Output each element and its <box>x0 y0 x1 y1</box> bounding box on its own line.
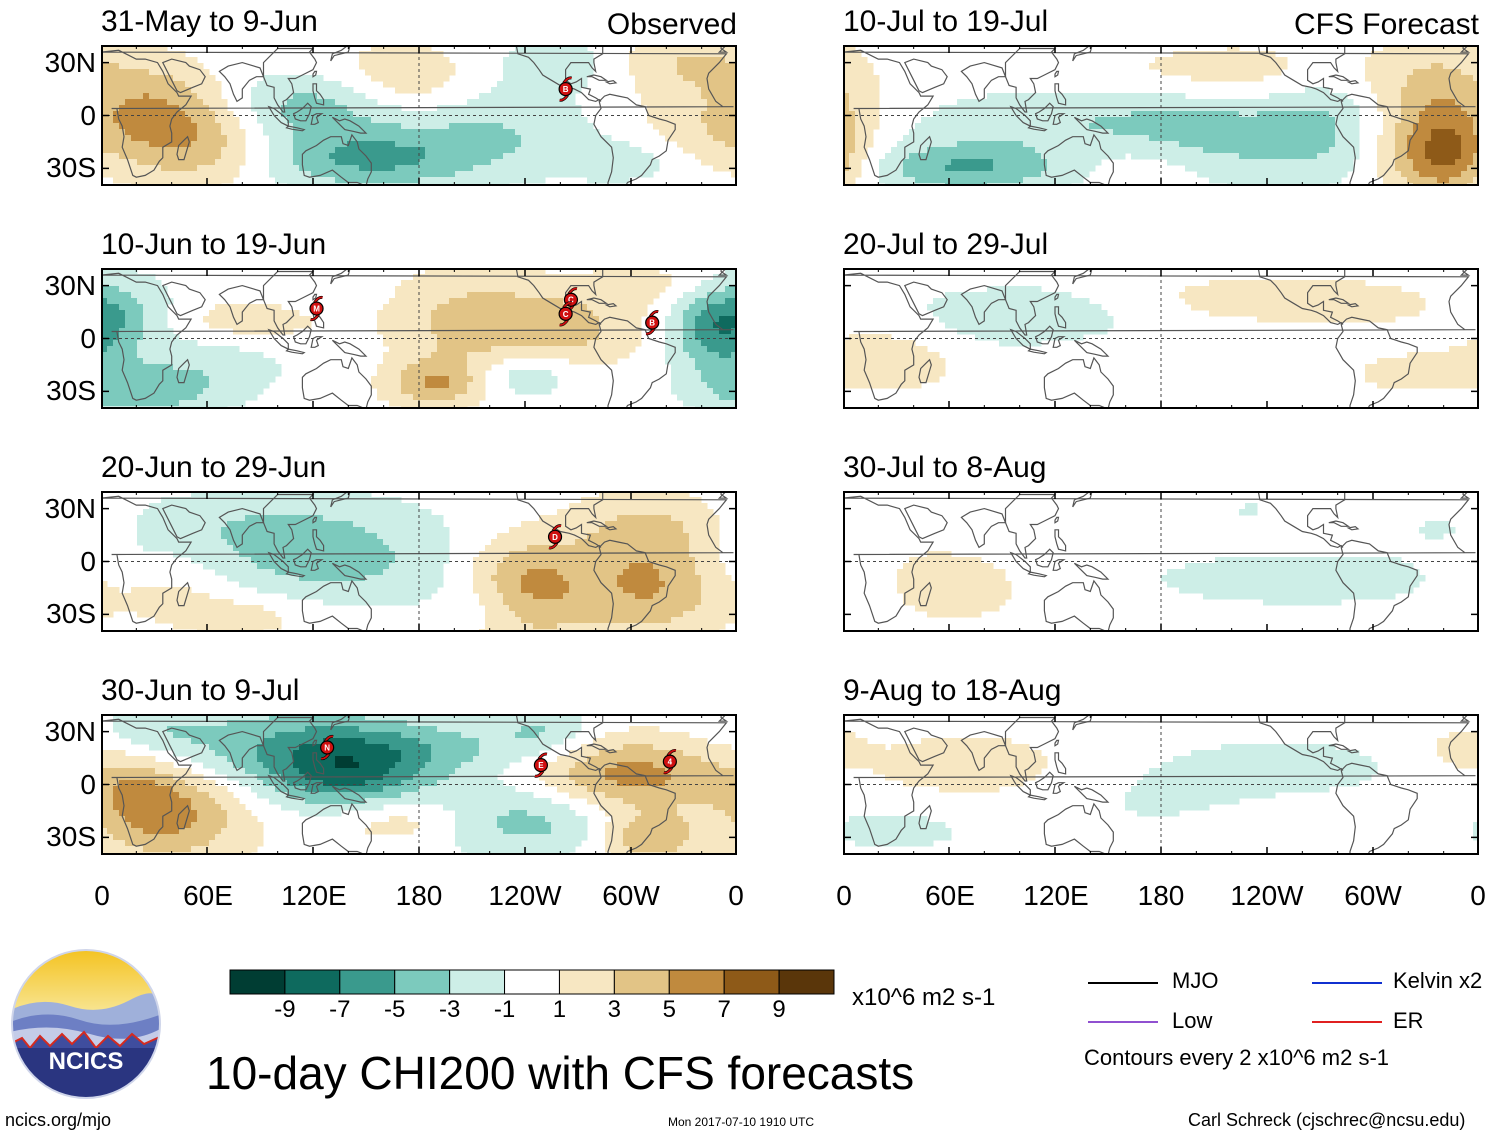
colorbar <box>229 969 835 995</box>
legend-line-kelvin <box>1312 982 1382 984</box>
storm-letter: E <box>538 761 544 770</box>
colorbar-label: -9 <box>274 996 296 1023</box>
storm-letter: D <box>552 533 558 542</box>
chi200-map-panel: N E 4 <box>101 714 737 855</box>
storm-marker: B <box>645 310 660 336</box>
panel-title: 9-Aug to 18-Aug <box>843 674 1062 707</box>
storm-marker: 4 <box>662 748 677 775</box>
footer-timestamp: Mon 2017-07-10 1910 UTC <box>668 1115 815 1129</box>
lon-label: 0 <box>1470 880 1486 911</box>
chi200-map-panel <box>843 491 1479 632</box>
lat-label: 30N <box>44 269 96 301</box>
legend-label: Low <box>1172 1008 1213 1033</box>
colorbar-swatch <box>778 969 835 995</box>
legend-label: ER <box>1393 1008 1424 1033</box>
colorbar-label: 5 <box>662 996 676 1023</box>
colorbar-label: -5 <box>384 996 406 1023</box>
colorbar-swatch <box>723 969 780 995</box>
logo-text: NCICS <box>49 1048 124 1075</box>
lat-label: 0 <box>80 768 96 800</box>
colorbar-label: 1 <box>552 996 567 1023</box>
lat-label: 30N <box>44 46 96 78</box>
storm-marker: N <box>320 734 335 761</box>
chi200-map-panel: M CC B <box>101 268 737 409</box>
colorbar-label: -3 <box>438 996 461 1023</box>
lat-label: 0 <box>80 322 96 354</box>
colorbar-swatch <box>284 969 341 995</box>
ncics-logo: NCICS <box>11 949 161 1099</box>
lat-label: 30S <box>46 152 96 184</box>
footer-url: ncics.org/mjo <box>5 1110 112 1130</box>
lat-label: 30N <box>44 715 96 747</box>
legend-line-mjo <box>1088 982 1158 984</box>
storm-marker: D <box>547 524 563 550</box>
storm-marker: B <box>558 76 573 102</box>
lat-label: 0 <box>80 545 96 577</box>
panel-title: 10-Jun to 19-Jun <box>101 228 327 261</box>
storm-letter: M <box>313 305 320 314</box>
colorbar-swatch <box>613 969 670 995</box>
lat-label: 30S <box>46 375 96 407</box>
lon-label: 180 <box>1137 880 1185 911</box>
panel-title: 20-Jun to 29-Jun <box>101 451 327 484</box>
lat-label: 30N <box>44 492 96 524</box>
storm-letter: B <box>563 85 569 94</box>
lon-label: 120W <box>1230 880 1304 911</box>
colorbar-label: 7 <box>717 996 731 1023</box>
storm-marker: E <box>533 752 548 778</box>
lon-label: 60E <box>183 880 233 911</box>
panel-title: 30-Jul to 8-Aug <box>843 451 1047 484</box>
storm-letter: B <box>649 319 655 328</box>
lon-label: 0 <box>94 880 110 911</box>
storm-letter: 4 <box>668 758 673 767</box>
lon-label: 180 <box>395 880 443 911</box>
colorbar-swatch <box>504 969 560 995</box>
lon-label: 60W <box>1344 880 1402 911</box>
chi200-map-panel <box>843 268 1479 409</box>
legend-line-er <box>1312 1021 1382 1023</box>
panel-title: 30-Jun to 9-Jul <box>101 674 300 707</box>
colorbar-swatch <box>339 969 396 995</box>
panel-title: 20-Jul to 29-Jul <box>843 228 1049 261</box>
chi200-map-panel: D <box>101 491 737 632</box>
storm-letter: C <box>563 310 569 319</box>
chi200-map-panel: B <box>101 45 737 186</box>
colorbar-swatch <box>229 969 286 995</box>
lon-label: 120E <box>1023 880 1089 911</box>
colorbar-label: -7 <box>329 996 351 1023</box>
lat-label: 0 <box>80 99 96 131</box>
panel-title: 10-Jul to 19-Jul <box>843 5 1049 38</box>
lon-label: 120E <box>281 880 347 911</box>
panel-tag: Observed <box>606 8 737 41</box>
legend-label: MJO <box>1172 968 1219 993</box>
chi200-map-panel <box>843 714 1479 855</box>
panel-tag: CFS Forecast <box>1293 8 1479 41</box>
colorbar-swatch <box>394 969 451 995</box>
storm-letter: N <box>324 743 330 752</box>
colorbar-units: x10^6 m2 s-1 <box>852 984 996 1011</box>
lon-label: 0 <box>728 880 744 911</box>
lon-label: 120W <box>488 880 562 911</box>
lon-label: 60W <box>602 880 660 911</box>
lat-label: 30S <box>46 598 96 630</box>
colorbar-label: 3 <box>607 996 622 1023</box>
lon-label: 0 <box>836 880 852 911</box>
footer-author: Carl Schreck (cjschrec@ncsu.edu) <box>1188 1110 1466 1130</box>
lat-label: 30S <box>46 821 96 853</box>
legend-label: Kelvin x2 <box>1393 968 1483 993</box>
legend-line-low <box>1088 1021 1158 1023</box>
storm-letter: C <box>568 296 574 305</box>
panel-title: 31-May to 9-Jun <box>101 5 318 38</box>
colorbar-swatch <box>449 969 506 995</box>
chi200-map-panel <box>843 45 1479 186</box>
colorbar-swatch <box>558 969 615 995</box>
storm-marker: C <box>558 301 573 327</box>
colorbar-label: 9 <box>772 996 786 1023</box>
lon-label: 60E <box>925 880 975 911</box>
colorbar-swatch <box>668 969 725 995</box>
storm-marker: M <box>309 295 324 322</box>
colorbar-label: -1 <box>493 996 516 1023</box>
main-title: 10-day CHI200 with CFS forecasts <box>206 1047 915 1099</box>
legend-note: Contours every 2 x10^6 m2 s-1 <box>1084 1045 1390 1070</box>
